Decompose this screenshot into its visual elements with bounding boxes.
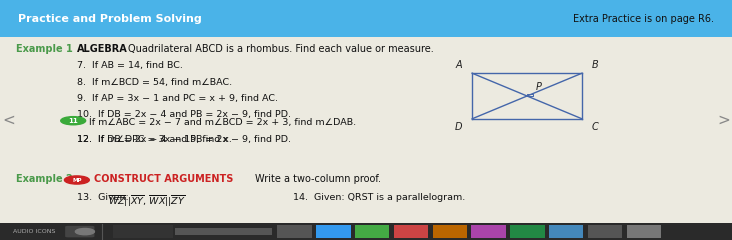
FancyBboxPatch shape [0, 0, 732, 223]
FancyBboxPatch shape [0, 0, 732, 37]
FancyBboxPatch shape [588, 225, 622, 238]
Text: P: P [536, 82, 542, 92]
FancyBboxPatch shape [277, 225, 312, 238]
Text: 12.  If DB = 2x − 4 and PB = 2x − 9, find PD.: 12. If DB = 2x − 4 and PB = 2x − 9, find… [77, 135, 291, 144]
Text: MP: MP [72, 178, 81, 182]
Text: A: A [456, 60, 463, 70]
Text: 14.  Given: QRST is a parallelogram.: 14. Given: QRST is a parallelogram. [293, 193, 465, 202]
FancyBboxPatch shape [510, 225, 545, 238]
Text: $\overline{WZ}$||$\overline{XY}$, $\overline{WX}$||$\overline{ZY}$: $\overline{WZ}$||$\overline{XY}$, $\over… [108, 193, 185, 209]
FancyBboxPatch shape [175, 228, 272, 235]
Text: Write a two-column proof.: Write a two-column proof. [255, 174, 381, 184]
FancyBboxPatch shape [355, 225, 389, 238]
FancyBboxPatch shape [65, 226, 94, 237]
Text: D: D [455, 122, 463, 132]
Circle shape [61, 117, 86, 125]
FancyBboxPatch shape [394, 225, 428, 238]
FancyBboxPatch shape [471, 225, 506, 238]
Text: ALGEBRA: ALGEBRA [77, 44, 127, 54]
Text: B: B [591, 60, 598, 70]
FancyBboxPatch shape [627, 225, 661, 238]
FancyBboxPatch shape [433, 225, 467, 238]
Text: 7.  If AB = 14, find BC.: 7. If AB = 14, find BC. [77, 61, 183, 70]
Text: <: < [2, 113, 15, 127]
Text: >: > [717, 113, 730, 127]
Text: Extra Practice is on page R6.: Extra Practice is on page R6. [572, 14, 714, 24]
Text: CONSTRUCT ARGUMENTS: CONSTRUCT ARGUMENTS [94, 174, 233, 184]
Text: C: C [591, 122, 598, 132]
Text: Practice and Problem Solving: Practice and Problem Solving [18, 14, 202, 24]
Text: 9.  If AP = 3x − 1 and PC = x + 9, find AC.: 9. If AP = 3x − 1 and PC = x + 9, find A… [77, 94, 278, 103]
Circle shape [64, 176, 89, 184]
Text: Quadrilateral ABCD is a rhombus. Find each value or measure.: Quadrilateral ABCD is a rhombus. Find ea… [128, 44, 434, 54]
Text: 10.  If DB = 2x − 4 and PB = 2x − 9, find PD.: 10. If DB = 2x − 4 and PB = 2x − 9, find… [77, 110, 291, 119]
Text: If m∠ABC = 2x − 7 and m∠BCD = 2x + 3, find m∠DAB.: If m∠ABC = 2x − 7 and m∠BCD = 2x + 3, fi… [89, 118, 356, 127]
Text: Example 2: Example 2 [16, 174, 73, 184]
Text: 8.  If m∠BCD = 54, find m∠BAC.: 8. If m∠BCD = 54, find m∠BAC. [77, 78, 232, 86]
Text: 11: 11 [68, 118, 78, 124]
FancyBboxPatch shape [549, 225, 583, 238]
FancyBboxPatch shape [316, 225, 351, 238]
Circle shape [75, 228, 94, 235]
FancyBboxPatch shape [113, 225, 173, 238]
Text: 13.  Given:: 13. Given: [77, 193, 132, 202]
FancyBboxPatch shape [0, 223, 732, 240]
Text: Example 1: Example 1 [16, 44, 73, 54]
Text: 12.  If m∠DPC = 3x − 15, find x.: 12. If m∠DPC = 3x − 15, find x. [77, 135, 232, 144]
Text: AUDIO ICONS: AUDIO ICONS [13, 229, 56, 234]
